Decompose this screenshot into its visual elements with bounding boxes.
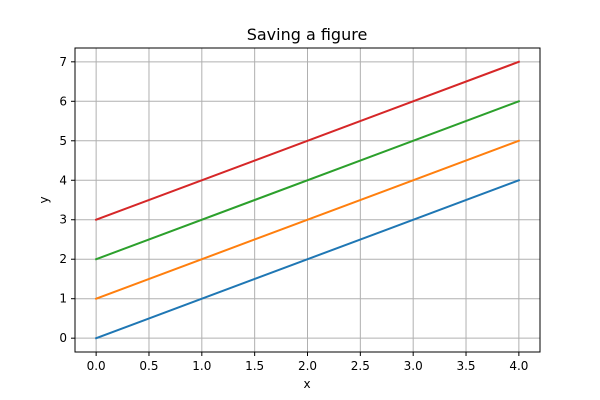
x-tick-label: 3.0: [404, 359, 423, 373]
tick-layer: 0.0 0.5 1.0 1.5 2.0 2.5 3.0 3.5 4.0 0 1 2 3 4 5 6 7: [59, 55, 528, 373]
series-layer: [94, 60, 521, 340]
x-axis-label: x: [303, 377, 310, 391]
x-tick-label: 1.0: [192, 359, 211, 373]
y-tick-label: 6: [59, 94, 67, 108]
y-tick-label: 2: [59, 252, 67, 266]
x-tick-label: 2.0: [298, 359, 317, 373]
y-tick-label: 7: [59, 55, 67, 69]
y-tick-label: 3: [59, 213, 67, 227]
x-tick-label: 3.5: [456, 359, 475, 373]
grid-layer: [75, 48, 540, 352]
series-line-3: [94, 100, 521, 261]
x-tick-label: 0.5: [139, 359, 158, 373]
x-tick-label: 4.0: [509, 359, 528, 373]
series-line-2: [94, 139, 521, 300]
y-tick-label: 4: [59, 173, 67, 187]
series-line-1: [94, 178, 521, 340]
y-tick-label: 0: [59, 331, 67, 345]
y-tick-label: 1: [59, 292, 67, 306]
x-tick-label: 2.5: [351, 359, 370, 373]
series-line-4: [94, 60, 521, 222]
x-tick-label: 1.5: [245, 359, 264, 373]
x-tick-label: 0.0: [87, 359, 106, 373]
y-tick-label: 5: [59, 134, 67, 148]
chart-title: Saving a figure: [247, 25, 368, 44]
y-axis-label: y: [37, 196, 51, 203]
